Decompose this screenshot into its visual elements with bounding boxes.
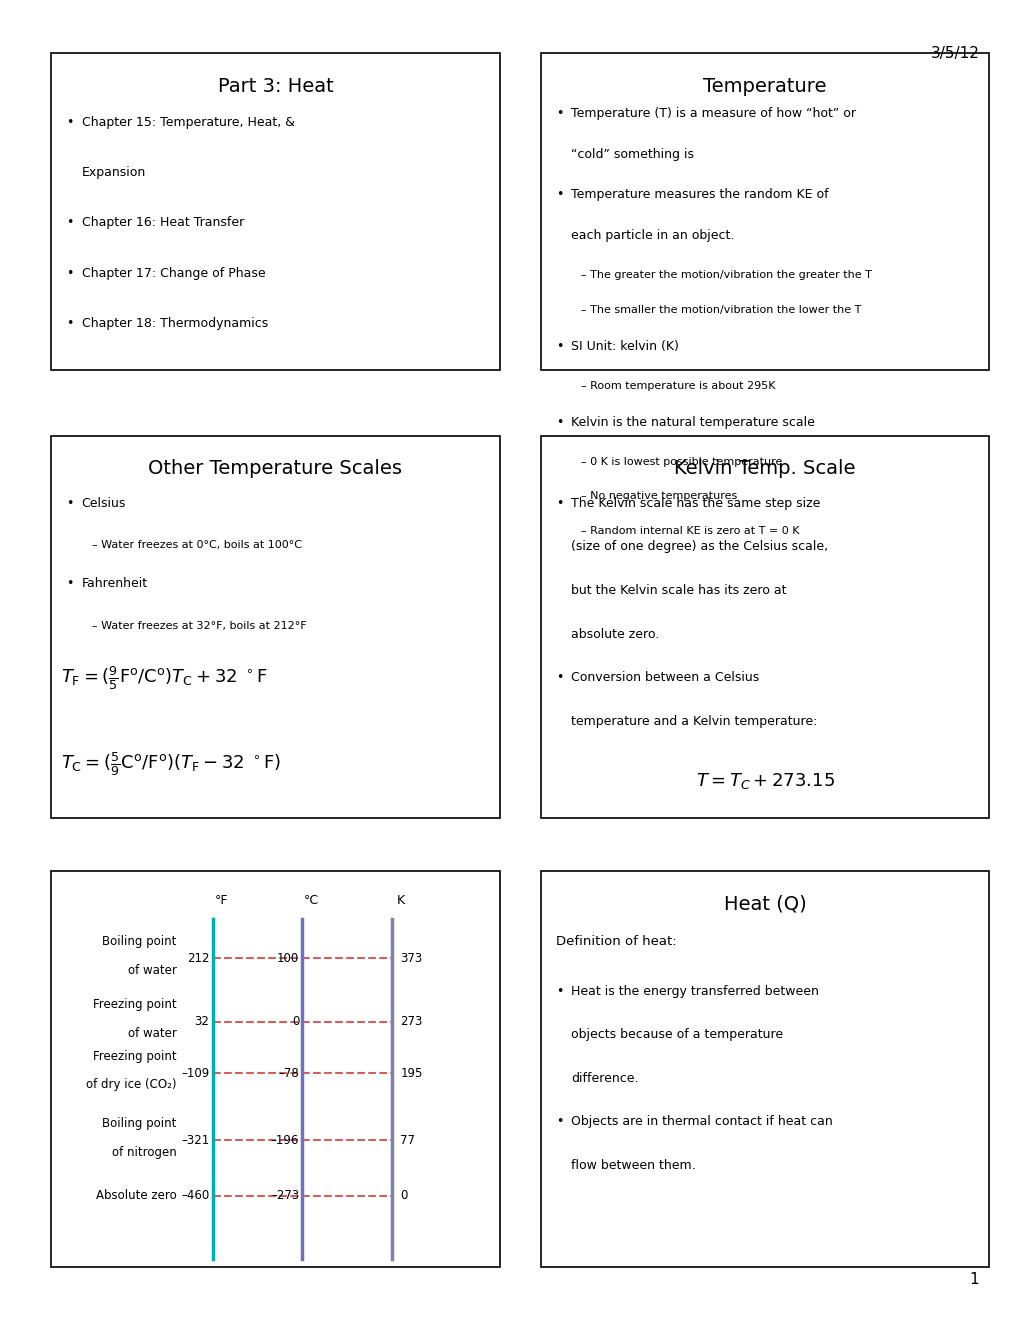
Text: Temperature (T) is a measure of how “hot” or: Temperature (T) is a measure of how “hot… [571,107,855,120]
Text: temperature and a Kelvin temperature:: temperature and a Kelvin temperature: [571,714,817,727]
Text: •: • [66,116,73,129]
Text: 3/5/12: 3/5/12 [929,46,978,61]
Text: Fahrenheit: Fahrenheit [82,577,148,590]
Text: The Kelvin scale has the same step size: The Kelvin scale has the same step size [571,496,819,510]
Text: flow between them.: flow between them. [571,1159,695,1172]
Text: 273: 273 [399,1015,422,1028]
Text: •: • [555,671,562,684]
Text: Kelvin is the natural temperature scale: Kelvin is the natural temperature scale [571,416,814,429]
Text: – Water freezes at 32°F, boils at 212°F: – Water freezes at 32°F, boils at 212°F [92,620,306,631]
Text: Freezing point: Freezing point [93,1049,176,1063]
Text: $T = T_C + 273.15$: $T = T_C + 273.15$ [695,771,834,792]
Text: difference.: difference. [571,1072,638,1085]
Text: –273: –273 [271,1189,299,1203]
Text: 1: 1 [969,1272,978,1287]
Text: °F: °F [215,894,228,907]
Text: 32: 32 [195,1015,209,1028]
Text: –109: –109 [181,1067,209,1080]
Text: •: • [66,577,73,590]
FancyBboxPatch shape [51,436,499,818]
Text: Boiling point: Boiling point [102,935,176,948]
Text: •: • [555,341,562,352]
Text: 212: 212 [186,952,209,965]
Text: SI Unit: kelvin (K): SI Unit: kelvin (K) [571,341,679,352]
Text: of water: of water [127,1027,176,1040]
Text: $T_\mathrm{F} = (\frac{9}{5}\mathrm{F^o/C^o})T_\mathrm{C} + 32\ ^\circ\mathrm{F}: $T_\mathrm{F} = (\frac{9}{5}\mathrm{F^o/… [61,664,268,692]
Text: •: • [66,496,73,510]
Text: Heat is the energy transferred between: Heat is the energy transferred between [571,985,818,998]
Text: 100: 100 [277,952,299,965]
FancyBboxPatch shape [540,436,988,818]
Text: –321: –321 [181,1134,209,1147]
Text: Chapter 17: Change of Phase: Chapter 17: Change of Phase [82,267,265,280]
Text: Part 3: Heat: Part 3: Heat [217,77,333,95]
Text: –460: –460 [181,1189,209,1203]
Text: •: • [555,107,562,120]
Text: Heat (Q): Heat (Q) [722,895,806,913]
FancyBboxPatch shape [540,871,988,1267]
Text: Chapter 16: Heat Transfer: Chapter 16: Heat Transfer [82,216,244,230]
Text: Conversion between a Celsius: Conversion between a Celsius [571,671,759,684]
Text: 77: 77 [399,1134,415,1147]
Text: – Random internal KE is zero at T = 0 K: – Random internal KE is zero at T = 0 K [581,527,799,536]
Text: but the Kelvin scale has its zero at: but the Kelvin scale has its zero at [571,583,786,597]
Text: •: • [555,189,562,202]
Text: –78: –78 [278,1067,299,1080]
Text: Freezing point: Freezing point [93,998,176,1011]
Text: Chapter 18: Thermodynamics: Chapter 18: Thermodynamics [82,317,268,330]
Text: K: K [396,894,405,907]
Text: – No negative temperatures: – No negative temperatures [581,491,737,502]
Text: Objects are in thermal contact if heat can: Objects are in thermal contact if heat c… [571,1115,833,1129]
Text: •: • [555,416,562,429]
Text: (size of one degree) as the Celsius scale,: (size of one degree) as the Celsius scal… [571,540,827,553]
Text: •: • [66,317,73,330]
Text: 0: 0 [399,1189,408,1203]
Text: Chapter 15: Temperature, Heat, &: Chapter 15: Temperature, Heat, & [82,116,294,129]
Text: – Room temperature is about 295K: – Room temperature is about 295K [581,381,775,391]
Text: – Water freezes at 0°C, boils at 100°C: – Water freezes at 0°C, boils at 100°C [92,540,302,550]
Text: absolute zero.: absolute zero. [571,627,659,640]
Text: objects because of a temperature: objects because of a temperature [571,1028,783,1041]
Text: •: • [66,267,73,280]
Text: Absolute zero: Absolute zero [96,1189,176,1203]
Text: °C: °C [304,894,319,907]
Text: “cold” something is: “cold” something is [571,148,694,161]
Text: Definition of heat:: Definition of heat: [555,935,676,948]
Text: Temperature measures the random KE of: Temperature measures the random KE of [571,189,828,202]
Text: of nitrogen: of nitrogen [112,1146,176,1159]
Text: $T_\mathrm{C} = (\frac{5}{9}\mathrm{C^o/F^o})(T_\mathrm{F} - 32\ ^\circ\mathrm{F: $T_\mathrm{C} = (\frac{5}{9}\mathrm{C^o/… [61,750,281,777]
Text: •: • [555,496,562,510]
Text: 195: 195 [399,1067,422,1080]
Text: – 0 K is lowest possible temperature: – 0 K is lowest possible temperature [581,457,782,466]
Text: •: • [555,1115,562,1129]
Text: Kelvin Temp. Scale: Kelvin Temp. Scale [674,459,855,478]
Text: Other Temperature Scales: Other Temperature Scales [148,459,403,478]
Text: Boiling point: Boiling point [102,1117,176,1130]
Text: Celsius: Celsius [82,496,126,510]
Text: of water: of water [127,964,176,977]
Text: – The greater the motion/vibration the greater the T: – The greater the motion/vibration the g… [581,271,871,280]
FancyBboxPatch shape [51,871,499,1267]
Text: 0: 0 [291,1015,299,1028]
Text: each particle in an object.: each particle in an object. [571,230,734,243]
Text: – The smaller the motion/vibration the lower the T: – The smaller the motion/vibration the l… [581,305,861,315]
Text: 373: 373 [399,952,422,965]
FancyBboxPatch shape [540,53,988,370]
Text: –196: –196 [271,1134,299,1147]
Text: of dry ice (CO₂): of dry ice (CO₂) [86,1078,176,1092]
Text: Temperature: Temperature [702,77,826,95]
Text: •: • [66,216,73,230]
FancyBboxPatch shape [51,53,499,370]
Text: •: • [555,985,562,998]
Text: Expansion: Expansion [82,166,146,180]
